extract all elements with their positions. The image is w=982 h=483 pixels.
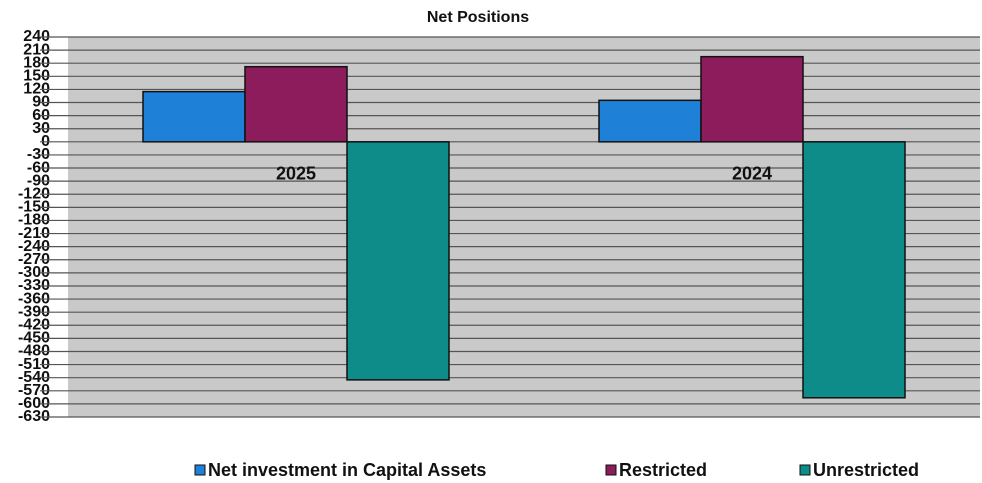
y-tick-label: -450	[18, 330, 50, 347]
y-tick-label: -510	[18, 356, 50, 373]
legend-label: Net investment in Capital Assets	[208, 460, 486, 480]
y-tick-label: -390	[18, 303, 50, 320]
bar	[700, 55, 804, 143]
y-tick-label: -30	[27, 146, 50, 163]
y-tick-label: -360	[18, 290, 50, 307]
y-tick-label: -600	[18, 395, 50, 412]
y-tick-label: -120	[18, 185, 50, 202]
bar	[142, 90, 246, 143]
legend-swatch	[605, 464, 617, 476]
y-tick-label: -540	[18, 369, 50, 386]
y-tick-label: -240	[18, 238, 50, 255]
y-tick-label: -420	[18, 316, 50, 333]
y-tick-label: -90	[27, 172, 50, 189]
legend-swatch	[194, 464, 206, 476]
y-tick-label: 240	[23, 28, 50, 45]
y-tick-label: -270	[18, 251, 50, 268]
bar	[598, 99, 702, 143]
y-tick-label: -630	[18, 408, 50, 425]
y-tick-label: 180	[23, 54, 50, 71]
bar	[244, 65, 348, 143]
y-tick-label: -210	[18, 225, 50, 242]
y-tick-label: -570	[18, 382, 50, 399]
x-tick-label: 2025	[276, 164, 316, 184]
y-tick-label: 210	[23, 41, 50, 58]
y-tick-label: 150	[23, 68, 50, 85]
y-tick-label: -150	[18, 199, 50, 216]
y-tick-label: -300	[18, 264, 50, 281]
legend-label: Unrestricted	[813, 460, 919, 480]
y-tick-label: 120	[23, 81, 50, 98]
y-tick-label: -330	[18, 277, 50, 294]
y-tick-label: -480	[18, 343, 50, 360]
bar	[802, 141, 906, 399]
legend-label: Restricted	[619, 460, 707, 480]
bar	[346, 141, 450, 381]
y-tick-label: -60	[27, 159, 50, 176]
x-tick-label: 2024	[732, 164, 772, 184]
legend-swatch	[799, 464, 811, 476]
chart-title: Net Positions	[427, 9, 529, 26]
y-tick-label: -180	[18, 212, 50, 229]
